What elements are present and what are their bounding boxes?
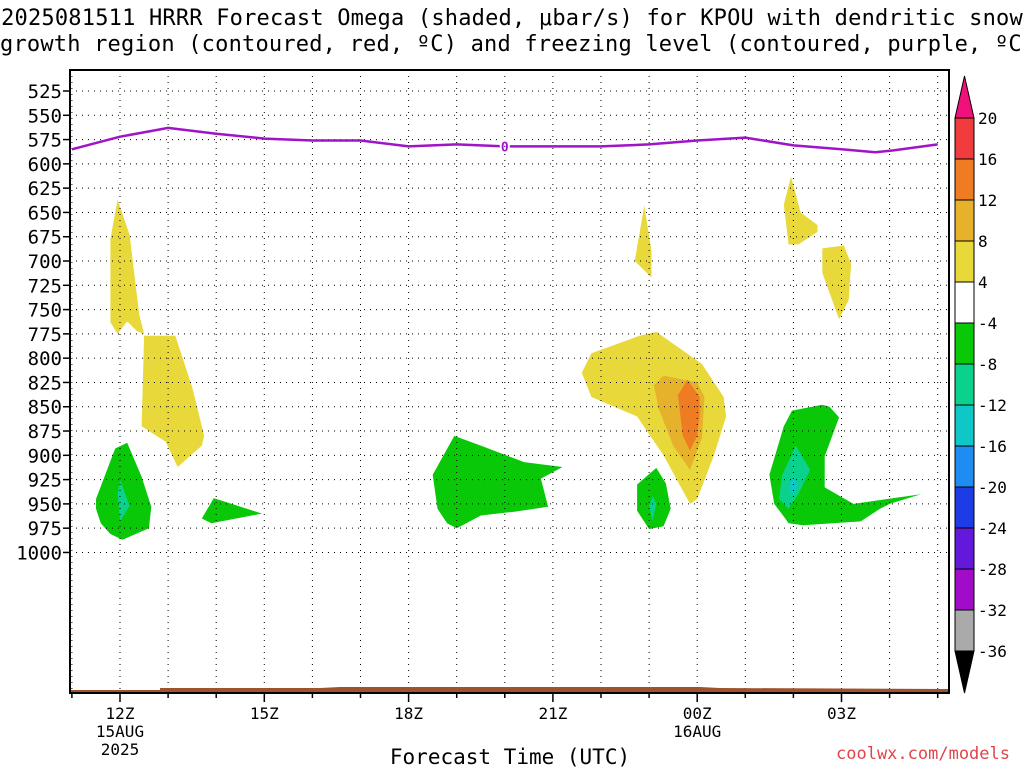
y-tick-label: 825	[28, 372, 62, 394]
freezing-level-label-bg	[499, 138, 510, 154]
y-tick-label: 775	[28, 324, 62, 346]
colorbar-label: -32	[978, 601, 1007, 620]
chart-title-line-2: growth region (contoured, red, ºC) and f…	[0, 32, 1024, 57]
omega-region-12	[634, 205, 652, 278]
colorbar-label: -36	[978, 642, 1007, 661]
y-tick-label: 950	[28, 494, 62, 516]
colorbar-label: -8	[978, 355, 997, 374]
x-axis-label: Forecast Time (UTC)	[390, 745, 630, 768]
colorbar-top-arrow	[954, 75, 975, 119]
colorbar-label: 20	[978, 109, 997, 128]
colorbar-label: -24	[978, 519, 1007, 538]
y-tick-label: 700	[28, 251, 62, 273]
omega-region-17	[822, 245, 852, 320]
omega-region-11	[141, 335, 205, 467]
colorbar-label: 16	[978, 150, 997, 169]
x-tick-sublabel: 2025	[101, 740, 140, 759]
colorbar-label: -12	[978, 396, 1007, 415]
y-tick-label: 625	[28, 178, 62, 200]
colorbar-segment	[954, 117, 975, 160]
ground-layer	[70, 687, 949, 693]
plot-frame	[69, 69, 950, 694]
y-tick-label: 925	[28, 470, 62, 492]
y-tick-label: 975	[28, 518, 62, 540]
colorbar-label: -4	[978, 314, 997, 333]
y-tick-label: 675	[28, 227, 62, 249]
colorbar-segment	[954, 199, 975, 242]
colorbar-label: 8	[978, 232, 988, 251]
colorbar-label: 12	[978, 191, 997, 210]
y-tick-label: 650	[28, 202, 62, 224]
y-tick-label: 725	[28, 275, 62, 297]
y-tick-label: 1000	[16, 542, 62, 564]
colorbar: 20 16 12 8 4 -4 -8 -12 -16 -20 -24 -28 -32 -36	[954, 75, 1007, 694]
colorbar-label: -20	[978, 478, 1007, 497]
freezing-level-line	[71, 126, 938, 154]
y-tick-label: 750	[28, 300, 62, 322]
colorbar-segment	[954, 158, 975, 201]
omega-region-10	[110, 199, 145, 334]
colorbar-segment	[954, 363, 975, 406]
x-tick-label: 00Z	[683, 704, 712, 723]
x-tick-sublabel: 15AUG	[96, 722, 144, 741]
freezing-level-group: 0	[71, 126, 938, 155]
y-tick-label: 900	[28, 445, 62, 467]
x-tick-label: 03Z	[827, 704, 856, 723]
ground-surface	[70, 687, 949, 693]
omega-region-2	[117, 479, 130, 522]
x-tick-sublabel: 16AUG	[673, 722, 721, 741]
omega-region-16	[783, 176, 818, 245]
colorbar-bottom-arrow	[954, 650, 975, 694]
y-tick-label: 800	[28, 348, 62, 370]
colorbar-segment	[954, 486, 975, 529]
colorbar-segment	[954, 322, 975, 365]
source-credit: coolwx.com/models	[836, 744, 1010, 764]
omega-region-9	[788, 477, 798, 496]
y-tick-label: 525	[28, 81, 62, 103]
x-tick-label: 18Z	[394, 704, 423, 723]
colorbar-label: -28	[978, 560, 1007, 579]
omega-region-15	[678, 379, 700, 451]
colorbar-segment	[954, 404, 975, 447]
y-tick-label: 575	[28, 130, 62, 152]
x-tick-label: 15Z	[250, 704, 279, 723]
colorbar-label: 4	[978, 273, 988, 292]
omega-region-8	[779, 445, 811, 509]
freezing-level-label: 0	[501, 140, 509, 155]
y-tick-label: 850	[28, 397, 62, 419]
x-tick-label: 21Z	[538, 704, 567, 723]
y-tick-label: 600	[28, 154, 62, 176]
omega-shaded-regions	[96, 176, 921, 540]
colorbar-segment	[954, 281, 975, 324]
colorbar-segment	[954, 609, 975, 652]
colorbar-segment	[954, 445, 975, 488]
colorbar-label: -16	[978, 437, 1007, 456]
omega-region-3	[201, 498, 262, 524]
y-tick-label: 550	[28, 105, 62, 127]
y-tick-label: 875	[28, 421, 62, 443]
x-tick-label: 12Z	[106, 704, 135, 723]
chart-title-line-1: 2025081511 HRRR Forecast Omega (shaded, …	[1, 6, 1023, 31]
colorbar-segment	[954, 568, 975, 611]
colorbar-segment	[954, 240, 975, 283]
omega-region-6	[649, 496, 657, 522]
omega-region-7	[769, 404, 921, 526]
omega-region-4	[432, 435, 563, 529]
colorbar-segment	[954, 527, 975, 570]
grid-lines	[70, 70, 949, 693]
